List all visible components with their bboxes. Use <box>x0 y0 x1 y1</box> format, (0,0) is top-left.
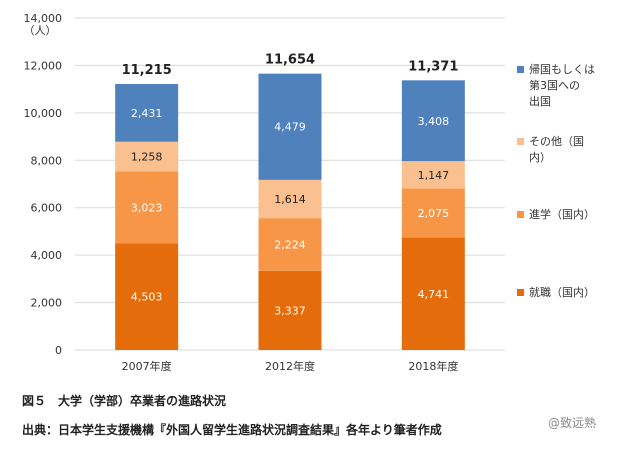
bar-segment <box>401 188 465 238</box>
segment-label: 1,258 <box>131 151 163 164</box>
bar-segment <box>401 80 465 162</box>
legend-label: 帰国もしくは <box>529 63 595 76</box>
y-tick-label: 4,000 <box>31 249 63 262</box>
y-tick-label: 10,000 <box>24 107 63 120</box>
legend-label: 内） <box>529 150 551 164</box>
bar-segment <box>115 84 179 142</box>
y-tick-label: 0 <box>55 344 62 357</box>
bar-segment <box>258 179 322 219</box>
bar-segment <box>258 73 322 180</box>
y-tick-label: 6,000 <box>31 202 63 215</box>
bar-segment <box>115 243 179 350</box>
y-tick-label: 8,000 <box>31 154 63 167</box>
y-axis-ticks: 0 2,000 4,000 6,000 8,000 10,000 12,000 14,000 <box>24 12 63 357</box>
bar-total-label: 11,654 <box>265 53 315 68</box>
legend-label: 進学（国内） <box>529 207 595 221</box>
legend-label: 第3国への <box>529 78 580 92</box>
y-tick-label: 12,000 <box>24 59 63 72</box>
watermark: @致远熟 <box>548 416 597 430</box>
figure-caption: 図５ 大学（学部）卒業者の進路状況 <box>22 394 227 408</box>
segment-label: 3,023 <box>131 201 163 214</box>
bar-segment <box>401 237 465 350</box>
y-tick-label: 2,000 <box>31 297 63 310</box>
legend-label: その他（国 <box>529 135 584 148</box>
legend-label: 出国 <box>529 94 551 108</box>
bars: 4,503 3,023 1,258 2,431 3,337 2,224 1,614 4,479… <box>115 73 465 350</box>
bar-segment <box>258 270 322 350</box>
segment-label: 3,337 <box>274 304 306 317</box>
x-tick-label: 2012年度 <box>265 359 315 373</box>
legend-swatch <box>517 211 524 218</box>
y-tick-label: 14,000 <box>24 12 63 25</box>
segment-label: 2,075 <box>418 207 450 220</box>
x-tick-label: 2007年度 <box>122 359 172 373</box>
figure-source: 出典：日本学生支援機構『外国人留学生進路状況調査結果』各年より筆者作成 <box>22 423 442 437</box>
segment-label: 3,408 <box>418 115 450 128</box>
legend-swatch <box>517 66 524 73</box>
stacked-bar-chart: 02,0004,0006,0008,00010,00012,00014,000 … <box>24 12 596 373</box>
bar-segment <box>115 141 179 172</box>
x-axis-categories: 2007年度 2012年度 2018年度 <box>122 359 459 373</box>
bar-segment <box>115 171 179 244</box>
bar-segment <box>401 161 465 189</box>
bar-totals: 11,215 11,654 11,371 <box>122 53 459 78</box>
segment-label: 2,431 <box>131 107 163 120</box>
y-axis-unit: （人） <box>24 24 57 37</box>
segment-label: 4,741 <box>418 288 450 301</box>
legend-swatch <box>517 138 524 145</box>
legend-label: 就職（国内） <box>529 285 595 299</box>
bar-segment <box>258 218 322 271</box>
bar-total-label: 11,215 <box>122 63 172 78</box>
x-tick-label: 2018年度 <box>408 359 458 373</box>
segment-label: 2,224 <box>274 238 306 251</box>
legend-swatch <box>517 289 524 296</box>
segment-label: 1,147 <box>418 169 450 182</box>
bar-total-label: 11,371 <box>408 59 458 74</box>
segment-label: 4,503 <box>131 291 163 304</box>
segment-label: 1,614 <box>274 193 306 206</box>
segment-label: 4,479 <box>274 121 306 134</box>
